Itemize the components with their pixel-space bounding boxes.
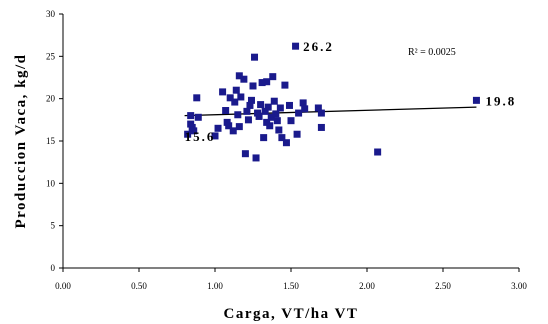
- data-point: [246, 101, 254, 109]
- data-point: [264, 103, 272, 111]
- x-tick-label: 0.50: [131, 281, 147, 291]
- data-point: [211, 132, 219, 140]
- data-point: [252, 154, 260, 162]
- data-point: [293, 130, 301, 138]
- data-point: [257, 101, 265, 109]
- x-tick-label: 1.50: [283, 281, 299, 291]
- data-point: [267, 113, 275, 121]
- data-point: [295, 109, 303, 117]
- y-tick-label: 5: [51, 221, 56, 231]
- data-point: [241, 150, 249, 158]
- x-axis-ticks: 0.00 0.50 1.00 1.50 2.00 2.50 3.00: [55, 268, 527, 291]
- data-points: [184, 42, 480, 162]
- data-point: [225, 122, 233, 130]
- data-point: [247, 96, 255, 104]
- y-tick-label: 25: [46, 51, 56, 61]
- y-tick-label: 0: [51, 263, 56, 273]
- value-annotation: 19.8: [486, 93, 517, 108]
- y-tick-label: 10: [46, 178, 56, 188]
- data-point: [276, 104, 284, 112]
- data-point: [263, 78, 271, 86]
- data-point: [251, 53, 259, 61]
- y-tick-label: 30: [46, 9, 56, 19]
- data-point: [219, 88, 227, 96]
- data-point: [187, 112, 195, 120]
- data-point: [258, 79, 266, 87]
- data-point: [249, 82, 257, 90]
- data-point: [285, 101, 293, 109]
- y-axis-title: Produccion Vaca, kg/d: [13, 53, 29, 228]
- data-point: [292, 42, 300, 50]
- data-point: [193, 94, 201, 102]
- x-axis-title: Carga, VT/ha VT: [224, 306, 359, 322]
- data-point: [272, 110, 280, 118]
- data-point: [266, 122, 274, 130]
- x-tick-label: 0.00: [55, 281, 71, 291]
- x-tick-label: 3.00: [511, 281, 527, 291]
- annotations: 26.2 19.8 15.6: [185, 39, 517, 144]
- data-point: [275, 126, 283, 134]
- data-point: [184, 130, 192, 138]
- data-point: [229, 127, 237, 135]
- x-tick-label: 2.50: [435, 281, 451, 291]
- y-tick-label: 20: [46, 94, 56, 104]
- data-point: [374, 148, 382, 156]
- x-tick-label: 1.00: [207, 281, 223, 291]
- data-point: [194, 113, 202, 121]
- r-squared-label: R² = 0.0025: [408, 47, 456, 58]
- data-point: [235, 123, 243, 131]
- data-point: [270, 97, 278, 105]
- data-point: [237, 93, 245, 101]
- y-tick-label: 15: [46, 136, 56, 146]
- y-axis-ticks: 0 5 10 15 20 25 30: [46, 9, 63, 273]
- data-point: [244, 116, 252, 124]
- data-point: [231, 98, 239, 106]
- data-point: [301, 105, 309, 113]
- data-point: [281, 81, 289, 89]
- data-point: [282, 139, 290, 147]
- data-point: [317, 109, 325, 117]
- data-point: [260, 134, 268, 142]
- data-point: [278, 134, 286, 142]
- data-point: [222, 107, 230, 115]
- data-point: [243, 107, 251, 115]
- data-point: [269, 73, 277, 81]
- data-point: [317, 123, 325, 131]
- data-point: [472, 96, 480, 104]
- data-point: [226, 94, 234, 102]
- data-point: [261, 107, 269, 115]
- data-point: [287, 117, 295, 125]
- value-annotation: 26.2: [303, 39, 334, 54]
- trendline: [184, 106, 477, 117]
- data-point: [214, 124, 222, 132]
- data-point: [255, 112, 263, 120]
- data-point: [234, 111, 242, 119]
- data-point: [273, 117, 281, 125]
- value-annotation: 15.6: [185, 129, 216, 144]
- data-point: [240, 75, 248, 83]
- data-point: [235, 72, 243, 80]
- data-point: [299, 99, 307, 107]
- data-point: [232, 86, 240, 94]
- data-point: [190, 127, 198, 135]
- data-point: [314, 104, 322, 112]
- x-tick-label: 2.00: [359, 281, 375, 291]
